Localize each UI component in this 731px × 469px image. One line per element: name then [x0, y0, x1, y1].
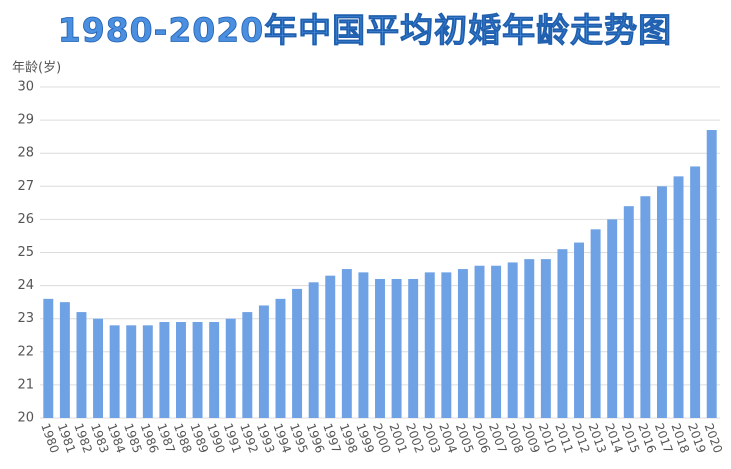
bar: [59, 302, 70, 418]
bar: [540, 259, 551, 418]
bar: [441, 272, 452, 418]
y-tick-label: 27: [17, 179, 34, 194]
y-tick-label: 30: [17, 80, 34, 95]
bar: [457, 269, 468, 418]
bar: [176, 322, 186, 418]
bar: [358, 272, 369, 418]
bar: [341, 269, 352, 418]
bar: [126, 325, 137, 418]
bar: [640, 196, 651, 418]
bar: [258, 305, 269, 418]
bar: [225, 318, 236, 418]
chart-title: 1980-2020年中国平均初婚年龄走势图: [58, 11, 672, 50]
bar: [574, 242, 584, 418]
bar: [408, 278, 419, 418]
bar: [159, 322, 170, 418]
bar: [109, 325, 120, 418]
y-tick-label: 21: [17, 377, 34, 392]
bar: [690, 166, 701, 418]
y-tick-label: 24: [17, 278, 34, 293]
y-tick-label: 26: [17, 212, 34, 227]
bar: [623, 206, 634, 418]
bar: [375, 278, 385, 418]
bar: [656, 186, 667, 418]
bar: [275, 298, 286, 418]
bar: [391, 278, 402, 418]
bar: [524, 259, 535, 418]
bar: [76, 312, 87, 418]
bar: [308, 282, 319, 418]
bar: [673, 176, 684, 418]
y-tick-label: 20: [17, 411, 34, 426]
bar: [209, 322, 220, 418]
bar: [292, 288, 303, 418]
bar: [491, 265, 502, 418]
bar: [43, 298, 54, 418]
y-tick-label: 25: [17, 245, 34, 260]
bar: [242, 312, 253, 418]
bar: [507, 262, 518, 418]
bar: [590, 229, 601, 418]
bar: [192, 322, 203, 418]
bar: [142, 325, 153, 418]
bar: [424, 272, 435, 418]
bar: [557, 249, 568, 418]
bar: [93, 318, 104, 418]
y-tick-label: 28: [17, 146, 34, 161]
bar: [607, 219, 618, 418]
y-axis-label: 年龄(岁): [12, 61, 61, 76]
bar: [325, 275, 336, 418]
y-tick-label: 22: [17, 344, 34, 359]
bar: [474, 265, 485, 418]
bar: [706, 130, 717, 418]
y-tick-label: 29: [17, 113, 34, 128]
y-tick-label: 23: [17, 311, 34, 326]
